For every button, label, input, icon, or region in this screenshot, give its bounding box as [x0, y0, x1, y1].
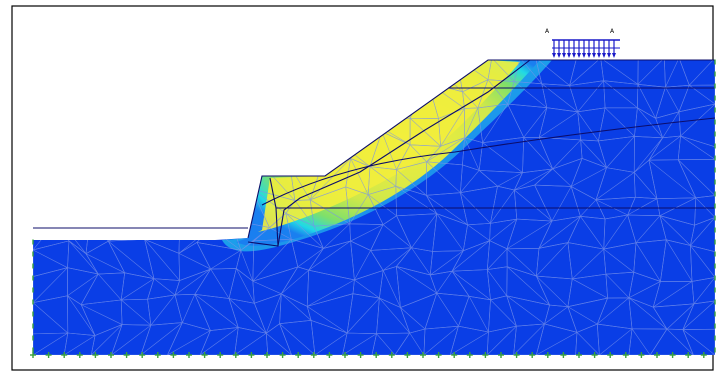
distributed-load-icon — [552, 39, 620, 58]
ground-surface — [247, 59, 715, 239]
wall-structure — [247, 59, 531, 247]
load-label-left: A — [545, 28, 550, 35]
layer-boundaries — [33, 59, 716, 247]
wall-toe — [269, 177, 279, 247]
load-label-right: A — [610, 28, 615, 35]
layer-boundary-middle — [261, 117, 716, 206]
bottom-fixity-icons — [30, 352, 707, 358]
